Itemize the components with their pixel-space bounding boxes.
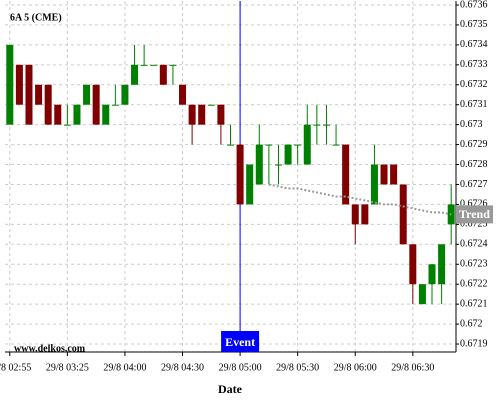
y-tick-label: 0.6722 [460,278,488,289]
x-axis-label: Date [218,382,243,396]
y-tick-label: 0.6727 [460,179,488,190]
x-tick-label: 29/8 06:30 [391,362,434,373]
x-tick-label: 29/8 04:00 [103,362,146,373]
x-tick-label: 29/8 06:00 [334,362,377,373]
candle-body [255,144,263,185]
trend-label: Trend [459,207,490,221]
chart-title: 6A 5 (CME) [10,12,62,23]
candle-body [313,124,321,126]
candle-body [63,124,71,126]
candle-body [303,124,311,165]
candle-body [438,244,446,285]
event-label: Event [225,335,255,349]
candle-body [25,64,33,125]
x-tick-label: 29/8 05:30 [276,362,319,373]
y-tick-label: 0.6724 [460,239,488,250]
candle-body [35,84,43,105]
candle-body [351,204,359,225]
candle-body [198,104,206,125]
candle-body [322,124,330,126]
candle-body [246,164,254,205]
candle-body [6,44,14,125]
candle-body [73,104,81,125]
y-tick-label: 0.6726 [460,199,488,210]
candle-body [332,144,340,146]
candle-body [361,204,369,225]
candle-body [159,64,167,85]
x-tick-label: 29/8 02:55 [0,362,31,373]
y-tick-label: 0.6728 [460,159,488,170]
candle-body [15,64,23,105]
candle-body [370,164,378,205]
y-tick-label: 0.673 [460,119,483,130]
event-box [221,331,260,352]
trend-line [268,183,452,216]
candle-body [188,104,196,125]
candle-body [102,104,110,125]
candle-body [265,144,273,146]
candle-body [390,164,398,185]
y-tick-label: 0.6731 [460,99,488,110]
y-tick-label: 0.6719 [460,338,488,349]
candle-body [227,144,234,146]
candle-body [111,104,119,106]
candle-body [92,84,100,125]
candle-body [207,104,215,106]
candle-body [121,84,129,105]
y-tick-label: 0.6721 [460,298,488,309]
candle-body [294,144,302,146]
candle-body [83,84,91,105]
y-tick-label: 0.6736 [460,0,488,10]
y-tick-label: 0.6732 [460,79,488,90]
candle-body [380,164,388,185]
trend-box [456,205,493,224]
candle-body [169,64,177,66]
y-tick-label: 0.6723 [460,259,488,270]
candle-body [418,284,426,305]
candle-body [274,164,282,166]
candle-body [428,264,436,285]
y-tick-label: 0.6735 [460,19,488,30]
candle-body [399,184,407,245]
candle-body [217,104,225,125]
watermark: www.delkos.com [14,343,86,354]
x-tick-label: 29/8 04:30 [161,362,204,373]
x-tick-label: 29/8 03:25 [46,362,89,373]
candle-body [236,144,244,205]
candle-body [342,144,350,205]
candle-body [150,64,158,66]
x-tick-label: 29/8 05:00 [219,362,262,373]
candle-body [131,64,139,85]
candle-body [54,104,62,125]
y-tick-label: 0.6734 [460,39,488,50]
candle-body [44,84,52,125]
y-tick-label: 0.6729 [460,139,488,150]
y-tick-label: 0.6733 [460,59,488,70]
y-tick-label: 0.6725 [460,219,488,230]
candle-body [140,64,148,66]
candle-body [409,244,417,285]
candle-body [284,144,292,165]
y-tick-label: 0.672 [460,318,483,329]
candle-body [179,84,187,105]
